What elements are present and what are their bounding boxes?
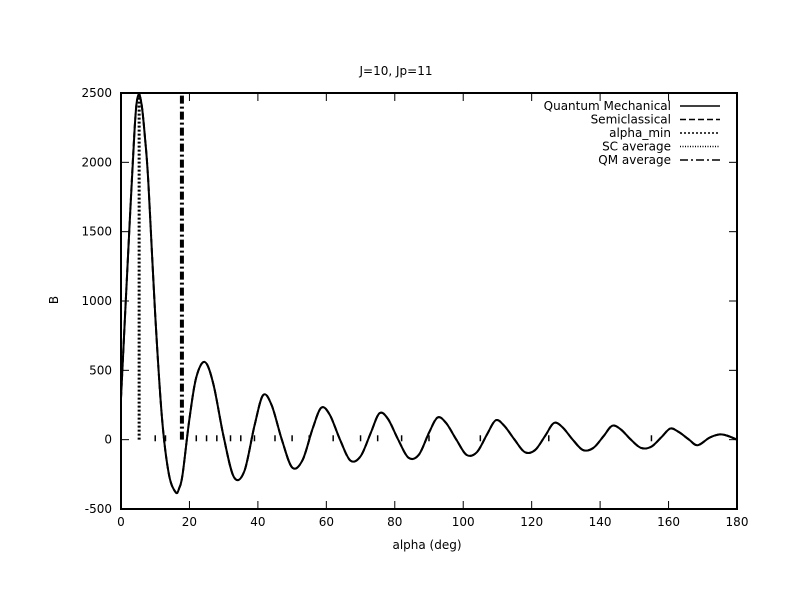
y-tick-label: 1500 [81,225,112,239]
x-tick-label: 100 [452,515,475,529]
y-tick-label: -500 [85,502,112,516]
legend-label: SC average [602,140,671,154]
y-tick-label: 500 [89,363,112,377]
x-tick-label: 180 [726,515,749,529]
x-tick-label: 40 [250,515,265,529]
x-tick-label: 160 [657,515,680,529]
x-tick-label: 60 [319,515,334,529]
legend-label: Quantum Mechanical [544,99,671,113]
x-tick-label: 80 [387,515,402,529]
y-axis-label: B [47,296,61,304]
series-layer [120,93,738,495]
y-tick-label: 2000 [81,155,112,169]
legend: Quantum MechanicalSemiclassicalalpha_min… [544,99,720,167]
axis-ticks [120,92,738,510]
plot-frame [120,92,738,510]
legend-label: QM average [598,153,671,167]
series-line [120,93,738,495]
y-tick-label: 0 [104,433,112,447]
x-tick-label: 0 [117,515,125,529]
x-axis-label: alpha (deg) [392,538,461,552]
series-sc-average [154,435,653,442]
x-tick-label: 20 [182,515,197,529]
chart-title: J=10, Jp=11 [359,64,433,78]
legend-label: Semiclassical [591,113,671,127]
legend-label: alpha_min [609,126,671,140]
series-semiclassical [120,93,738,495]
x-tick-label: 140 [589,515,612,529]
y-tick-label: 1000 [81,294,112,308]
y-tick-label: 2500 [81,86,112,100]
x-tick-label: 120 [520,515,543,529]
tick-labels: 0 20 40 60 80 100 120 140 160 180 -500 0 500 1000 1500… [81,86,748,529]
